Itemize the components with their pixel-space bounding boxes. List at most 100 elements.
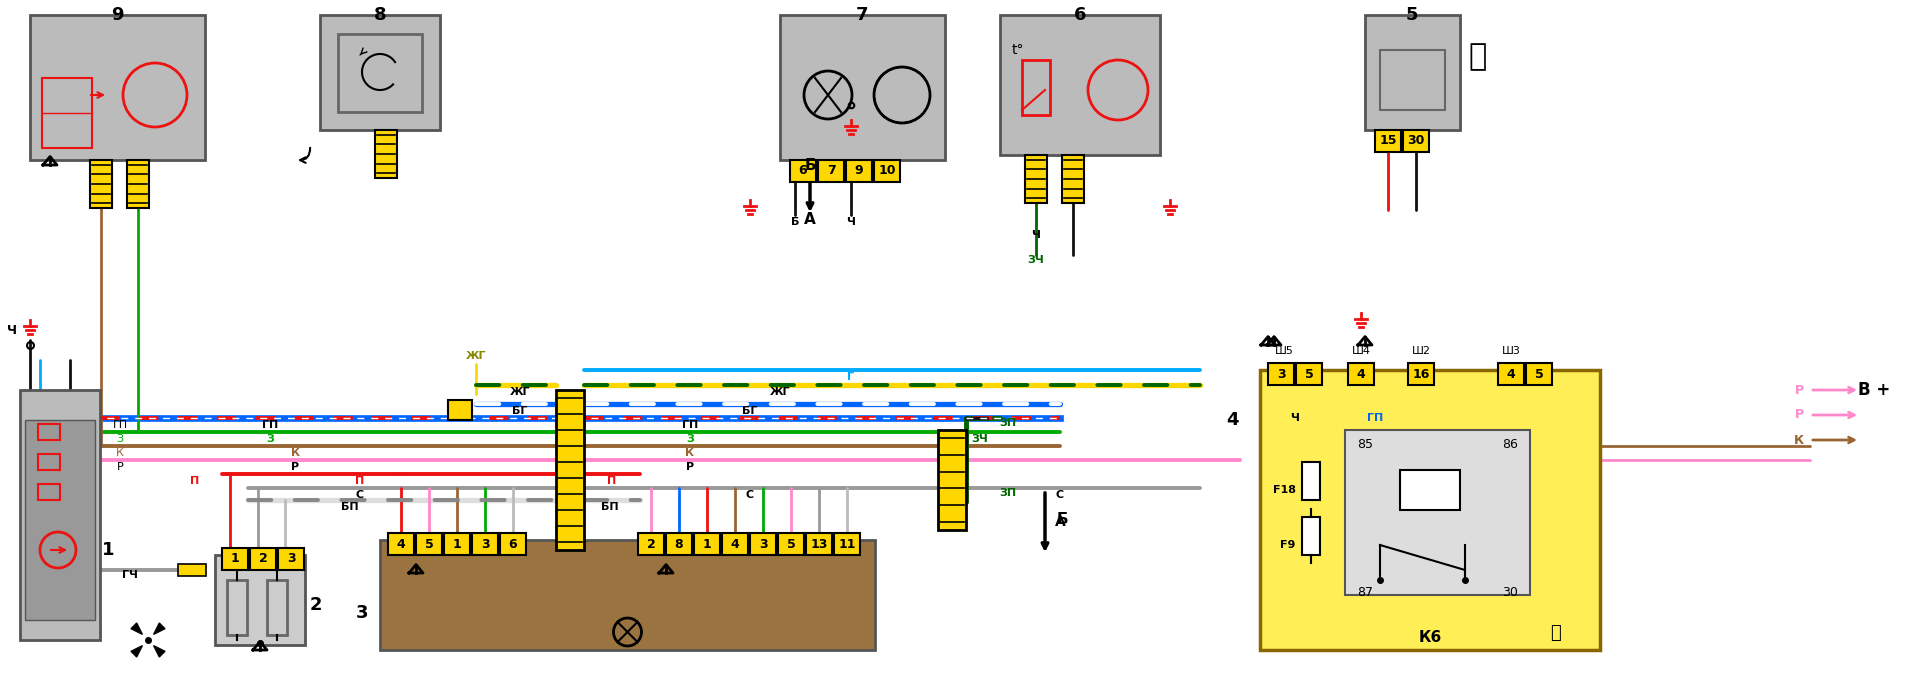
Bar (499, 533, 526, 555)
Bar (447, 400, 472, 420)
Text: 30: 30 (1407, 134, 1425, 147)
Bar (722, 533, 749, 555)
Bar (388, 533, 415, 555)
Bar (789, 160, 816, 182)
Bar (780, 15, 945, 160)
Bar (380, 540, 876, 650)
Text: Р: Р (1795, 409, 1805, 421)
Text: 3: 3 (355, 604, 369, 622)
Text: 7: 7 (828, 164, 835, 177)
Text: 7: 7 (856, 6, 868, 24)
Text: 3: 3 (758, 537, 768, 550)
Text: Ш4: Ш4 (1352, 346, 1371, 356)
Text: 4: 4 (1357, 368, 1365, 381)
Text: F9: F9 (1281, 540, 1296, 550)
Text: 3: 3 (286, 552, 296, 565)
Bar (1302, 517, 1321, 555)
Text: 3: 3 (480, 537, 490, 550)
Text: Р: Р (1795, 383, 1805, 396)
Text: П: П (607, 476, 616, 486)
Text: 4: 4 (397, 537, 405, 550)
Bar (1025, 155, 1046, 203)
Bar (1365, 15, 1459, 130)
Bar (215, 555, 305, 645)
Text: 30: 30 (1501, 587, 1519, 599)
Bar (1260, 370, 1599, 650)
Text: З: З (267, 434, 275, 444)
Text: А: А (1054, 516, 1066, 529)
Text: П: П (355, 476, 365, 486)
Bar (1062, 155, 1085, 203)
Text: Ш2: Ш2 (1411, 346, 1430, 356)
Bar (250, 548, 276, 570)
Text: П: П (190, 476, 200, 486)
Text: F18: F18 (1273, 485, 1296, 495)
Text: 2: 2 (647, 537, 655, 550)
Text: К: К (115, 448, 125, 458)
Text: 1: 1 (230, 552, 240, 565)
Bar (806, 533, 831, 555)
Text: ГП: ГП (1367, 413, 1382, 423)
Text: Ш5: Ш5 (1275, 346, 1294, 356)
Polygon shape (131, 623, 142, 634)
Text: 6: 6 (1073, 6, 1087, 24)
Text: К: К (1793, 434, 1805, 447)
Text: 5: 5 (1304, 368, 1313, 381)
Text: 5: 5 (787, 537, 795, 550)
Text: ЗП: ЗП (1000, 418, 1016, 428)
Bar (1407, 363, 1434, 385)
Polygon shape (154, 646, 165, 657)
Bar (417, 533, 442, 555)
Bar (874, 160, 900, 182)
Bar (444, 533, 470, 555)
Text: Г: Г (847, 372, 854, 382)
Text: ГЧ: ГЧ (123, 570, 138, 580)
Text: БП: БП (342, 502, 359, 512)
Text: 8: 8 (374, 6, 386, 24)
Bar (38, 424, 60, 440)
Text: 5: 5 (1405, 6, 1419, 24)
Bar (833, 533, 860, 555)
Text: 16: 16 (1413, 368, 1430, 381)
Text: Ч: Ч (1290, 413, 1298, 423)
Text: 🗝: 🗝 (1469, 42, 1486, 71)
Text: 2: 2 (259, 552, 267, 565)
Bar (19, 390, 100, 640)
Bar (267, 580, 286, 635)
Text: БГ: БГ (743, 406, 758, 416)
Bar (1348, 363, 1375, 385)
Text: 8: 8 (674, 537, 684, 550)
Bar (637, 533, 664, 555)
Text: ЖГ: ЖГ (467, 351, 486, 361)
Bar (227, 580, 248, 635)
Text: 1: 1 (102, 541, 115, 559)
Text: 6: 6 (509, 537, 516, 550)
Text: С: С (355, 490, 365, 500)
Bar (321, 15, 440, 130)
Bar (1021, 60, 1050, 115)
Text: 85: 85 (1357, 437, 1373, 451)
Bar (278, 548, 303, 570)
Text: ЗП: ЗП (1000, 488, 1016, 498)
Polygon shape (131, 646, 142, 657)
Text: ЖГ: ЖГ (770, 387, 791, 397)
Text: С: С (1056, 490, 1064, 500)
Text: Б: Б (804, 158, 816, 173)
Bar (223, 548, 248, 570)
Text: К6: К6 (1419, 630, 1442, 645)
Text: Ч: Ч (1031, 230, 1041, 240)
Text: 3: 3 (1277, 368, 1284, 381)
Text: Р: Р (292, 462, 300, 472)
Bar (939, 430, 966, 530)
Bar (1400, 470, 1459, 510)
Text: 🔑: 🔑 (1549, 624, 1561, 642)
Text: Р: Р (117, 462, 123, 472)
Text: К: К (290, 448, 300, 458)
Bar (818, 160, 845, 182)
Text: t°: t° (1012, 43, 1025, 57)
Bar (847, 160, 872, 182)
Text: ГП: ГП (682, 420, 699, 430)
Bar (1302, 462, 1321, 500)
Bar (127, 160, 150, 208)
Text: 10: 10 (877, 164, 897, 177)
